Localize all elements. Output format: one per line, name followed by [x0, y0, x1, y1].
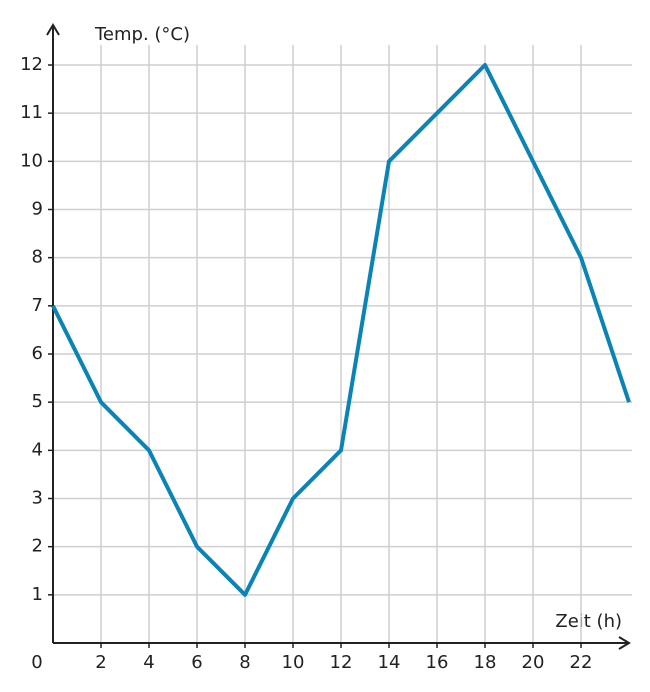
y-axis-arrow	[46, 23, 60, 36]
y-axis-label: Temp. (°C)	[94, 24, 190, 45]
x-tick-label: 16	[426, 652, 449, 673]
x-axis-label: Zeit (h)	[555, 611, 622, 632]
y-tick-label: 8	[32, 247, 43, 268]
x-tick-label: 12	[330, 652, 353, 673]
y-tick-label: 10	[20, 150, 43, 171]
x-axis-arrow	[618, 636, 631, 650]
y-tick-label: 2	[32, 536, 43, 557]
y-tick-label: 4	[32, 439, 43, 460]
y-tick-label: 3	[32, 488, 43, 509]
x-tick-label: 10	[282, 652, 305, 673]
y-tick-label: 7	[32, 295, 43, 316]
x-tick-label: 8	[239, 652, 250, 673]
y-tick-label: 9	[32, 199, 43, 220]
x-tick-label: 18	[474, 652, 497, 673]
x-tick-label: 4	[143, 652, 154, 673]
x-tick-label: 2	[95, 652, 106, 673]
y-tick-label: 1	[32, 584, 43, 605]
y-tick-label: 11	[20, 102, 43, 123]
y-tick-label: 12	[20, 54, 43, 75]
x-tick-label: 20	[522, 652, 545, 673]
data-line	[51, 63, 631, 597]
y-tick-label: 6	[32, 343, 43, 364]
x-tick-label: 0	[31, 652, 42, 673]
y-tick-label: 5	[32, 391, 43, 412]
x-tick-label: 22	[570, 652, 593, 673]
x-tick-label: 6	[191, 652, 202, 673]
x-tick-label: 14	[378, 652, 401, 673]
